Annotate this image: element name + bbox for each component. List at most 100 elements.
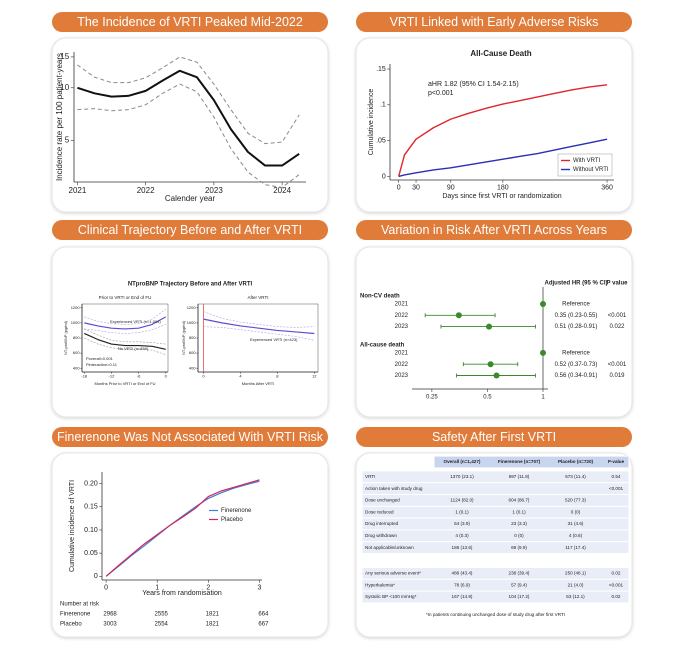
panel-title: Variation in Risk After VRTI Across Year…: [381, 223, 607, 237]
y-tick-label: .15: [376, 66, 386, 73]
line-series: [84, 328, 166, 345]
y-tick-label: 800: [73, 335, 80, 340]
at-risk-count: 2968: [103, 612, 117, 618]
x-tick-label: 0.5: [483, 395, 492, 401]
hr-point: [487, 361, 494, 368]
x-tick-label: 0: [104, 585, 108, 592]
y-axis-label: Incidence rate per 100 patient-years: [55, 53, 64, 181]
line-chart: 0 0.05 0.10 0.15 0.20 0 1 2 3 Years from randomis…: [60, 472, 269, 628]
card: [51, 37, 329, 213]
panel-headers: The Incidence of VRTI Peaked Mid-2022 VR…: [52, 12, 632, 447]
line-series: [105, 480, 260, 577]
y-tick-label: 800: [189, 335, 196, 340]
row-label: 2023: [395, 324, 409, 330]
row-label: 2021: [395, 350, 409, 356]
table-cell: 63 (12.1): [566, 594, 585, 599]
forest-plot: Adjusted HR (95 % CI) P value Non-CV death…: [360, 281, 628, 401]
table-cell: 69 (9.9): [511, 545, 527, 550]
y-axis-label: Cumulative incidence of VRTI: [69, 480, 76, 572]
table-cell: 23 (3.3): [511, 521, 527, 526]
line-series: [203, 326, 315, 341]
p-value: <0.001: [608, 313, 627, 319]
at-risk-count: 664: [258, 612, 269, 618]
p-value: 0.022: [609, 324, 625, 330]
subplot-title: Prior to VRTI or End of FU: [99, 295, 152, 300]
x-tick-label: 90: [447, 185, 455, 192]
table-cell: 104 (17.2): [509, 594, 530, 599]
header-pill: [52, 220, 328, 240]
table-cell: 0 (0): [514, 533, 524, 538]
hr-text: 0.56 (0.34-0.91): [555, 373, 598, 379]
table-cell: 57 (9.4): [511, 582, 527, 587]
row-label: Action taken with study drug: [365, 486, 423, 491]
table-row: [361, 590, 630, 604]
at-risk-count: 2555: [155, 612, 169, 618]
x-tick-label: 1: [541, 395, 545, 401]
row-label: Drug interrupted: [365, 521, 399, 526]
table-cell: 167 (14.9): [452, 594, 473, 599]
column-header: P-value: [608, 459, 625, 464]
hr-text: 0.52 (0.37-0.73): [555, 362, 598, 368]
x-tick-label: 2023: [205, 186, 223, 195]
line-chart: 400 600 800 1000 1200 -18 -12 -6 0 Months Prior t…: [63, 295, 169, 386]
line-series: [398, 84, 608, 177]
table-cell: 1370 (23.1): [450, 474, 474, 479]
panel-title: Clinical Trajectory Before and After VRT…: [78, 223, 302, 237]
table-cell: <0.001: [609, 486, 624, 491]
x-tick-label: 2022: [137, 186, 155, 195]
hr-point: [540, 349, 546, 356]
y-tick-label: 0: [94, 573, 98, 580]
table-row: [361, 541, 630, 555]
y-tick-label: 400: [73, 365, 80, 370]
annotation: Experienced VRTI (n=1,004): [110, 319, 161, 324]
table-cell: 0.54: [612, 474, 621, 479]
y-tick-label: 0.10: [84, 527, 98, 534]
hr-point: [540, 301, 546, 307]
x-tick-label: -12: [109, 373, 116, 378]
y-tick-label: 1000: [71, 320, 81, 325]
x-tick-label: 12: [312, 373, 317, 378]
header-pill: [356, 12, 632, 32]
row-label: 2023: [395, 373, 409, 379]
line-series: [398, 138, 608, 178]
y-tick-label: 0.15: [84, 504, 98, 511]
line-chart: 5 10 15 2021 2022 2023 2024 Calender year Incide…: [55, 52, 306, 203]
row-label: 2022: [395, 313, 409, 319]
header-pill: [52, 12, 328, 32]
y-axis-label: Cumulative incidence: [368, 89, 375, 156]
line-series: [77, 56, 300, 145]
x-tick-label: -6: [137, 373, 141, 378]
hr-text: 0.51 (0.28-0.91): [555, 324, 598, 330]
x-tick-label: -18: [81, 373, 88, 378]
table-cell: 250 (48.1): [565, 571, 586, 576]
table-cell: 117 (17.4): [565, 545, 586, 550]
table-cell: 1 (0.1): [512, 509, 526, 514]
table-cell: 0.02: [612, 571, 621, 576]
table-cell: 697 (11.8): [509, 474, 530, 479]
header-row: [433, 455, 630, 469]
footnote: *In patients continuing unchanged dose o…: [426, 612, 565, 617]
table-cell: 520 (77.3): [565, 498, 586, 503]
panel-title: Safety After First VRTI: [432, 430, 556, 444]
y-tick-label: 0.20: [84, 480, 98, 487]
header-pill: [356, 427, 632, 447]
hr-text: Reference: [562, 350, 590, 356]
legend-frame: [557, 153, 613, 177]
line-series: [84, 332, 166, 350]
y-tick-label: .1: [380, 102, 386, 109]
hr-point: [455, 312, 462, 319]
annotation: Pinteraction=0.11: [86, 362, 118, 367]
y-tick-label: 1200: [187, 305, 197, 310]
y-tick-label: 1200: [71, 305, 81, 310]
y-tick-label: 1000: [187, 320, 197, 325]
y-tick-label: 5: [65, 136, 70, 145]
table-cell: 488 (43.4): [452, 571, 473, 576]
card: [51, 452, 329, 638]
x-tick-label: 30: [412, 185, 420, 192]
row-label: Dose unchanged: [365, 498, 400, 503]
p-value: 0.019: [609, 373, 625, 379]
chart-title: All-Cause Death: [470, 49, 531, 58]
line-series: [84, 337, 166, 355]
table-cell: 21 (4.0): [568, 582, 584, 587]
table-cell: 238 (39.4): [509, 571, 530, 576]
